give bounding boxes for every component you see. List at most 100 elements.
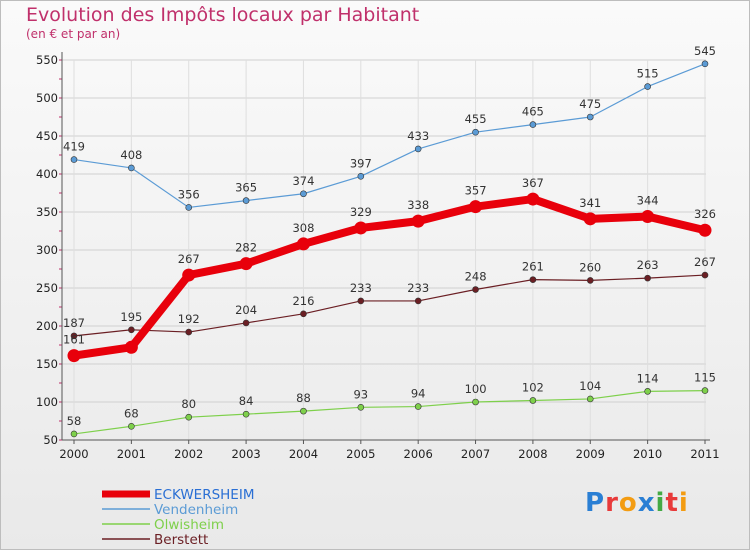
data-point: [644, 83, 651, 90]
data-point: [128, 326, 135, 334]
data-point: [529, 276, 537, 283]
data-label: 341: [579, 196, 601, 210]
data-point: [354, 221, 368, 235]
y-tick-label: 150: [36, 357, 58, 371]
data-point: [124, 340, 138, 354]
series-line-olwisheim: [73, 390, 706, 435]
proxiti-logo: Proxiti: [585, 488, 689, 518]
data-label: 80: [181, 397, 196, 411]
data-point: [185, 204, 193, 211]
data-label: 93: [353, 387, 368, 401]
chart-title: Evolution des Impôts locaux par Habitant: [26, 4, 420, 26]
data-point: [701, 60, 709, 68]
data-point: [300, 310, 307, 318]
data-label: 308: [292, 221, 314, 235]
data-point: [67, 349, 81, 363]
data-point: [469, 200, 483, 214]
data-point: [644, 388, 651, 395]
data-label: 233: [350, 281, 372, 295]
x-tick-label: 2003: [231, 447, 260, 461]
chart-subtitle: (en € et par an): [26, 27, 121, 41]
data-label: 100: [465, 382, 487, 396]
data-point: [701, 387, 709, 394]
data-label: 282: [235, 241, 257, 255]
x-tick-label: 2006: [404, 447, 433, 461]
data-point: [701, 271, 709, 279]
y-tick-label: 400: [36, 167, 58, 181]
data-label: 192: [178, 312, 200, 326]
data-label: 397: [350, 156, 372, 170]
data-label: 161: [63, 333, 85, 347]
data-label: 68: [124, 406, 139, 420]
logo-letter: i: [655, 488, 666, 518]
data-label: 367: [522, 176, 544, 190]
data-label: 408: [120, 148, 142, 162]
data-point: [300, 407, 307, 415]
data-label: 374: [292, 174, 314, 188]
data-point: [414, 403, 422, 410]
data-label: 115: [694, 371, 716, 385]
series-line-berstett: [73, 274, 706, 337]
data-label: 329: [350, 205, 372, 219]
series-line-vendenheim: [73, 63, 706, 209]
data-point: [698, 223, 712, 237]
data-label: 455: [465, 112, 487, 126]
legend-label: ECKWERSHEIM: [154, 487, 254, 503]
data-point: [242, 410, 250, 418]
data-point: [242, 319, 250, 327]
data-label: 263: [637, 258, 659, 272]
data-label: 260: [579, 260, 601, 274]
series-line-eckwersheim: [70, 195, 709, 360]
data-label: 356: [178, 187, 200, 201]
data-label: 267: [694, 255, 716, 269]
x-tick-label: 2004: [289, 447, 318, 461]
data-point: [414, 145, 422, 153]
data-label: 195: [120, 310, 142, 324]
y-tick-label: 300: [36, 243, 58, 257]
data-point: [296, 237, 310, 251]
y-tick-label: 500: [36, 91, 58, 105]
data-point: [414, 297, 422, 305]
data-point: [128, 164, 135, 172]
data-label: 84: [239, 394, 254, 408]
data-label: 94: [411, 387, 426, 401]
x-tick-label: 2011: [690, 447, 719, 461]
x-tick-label: 2000: [59, 447, 88, 461]
logo-letter: P: [585, 488, 606, 518]
data-label: 344: [637, 194, 659, 208]
y-tick-label: 100: [36, 395, 58, 409]
logo-letter: t: [665, 488, 679, 518]
legend-label: Berstett: [154, 532, 208, 548]
data-point: [128, 423, 135, 430]
logo-letter: r: [605, 488, 619, 518]
data-label: 545: [694, 44, 716, 58]
data-point: [411, 214, 425, 228]
data-point: [239, 257, 253, 271]
data-point: [70, 430, 78, 438]
data-point: [586, 277, 594, 284]
data-point: [586, 395, 594, 403]
data-point: [472, 398, 479, 406]
y-tick-label: 250: [36, 281, 58, 295]
data-label: 515: [637, 67, 659, 81]
legend-label: Olwisheim: [154, 517, 224, 533]
data-label: 475: [579, 97, 601, 111]
data-point: [644, 274, 651, 282]
data-point: [242, 197, 250, 204]
data-point: [472, 286, 479, 293]
logo-letter: x: [637, 488, 656, 518]
data-label: 365: [235, 181, 257, 195]
data-point: [472, 128, 479, 136]
data-label: 338: [407, 198, 429, 212]
data-label: 433: [407, 129, 429, 143]
x-tick-label: 2005: [346, 447, 375, 461]
x-tick-label: 2008: [518, 447, 547, 461]
data-point: [586, 113, 594, 121]
data-label: 114: [637, 371, 659, 385]
data-label: 357: [465, 184, 487, 198]
x-tick-label: 2010: [633, 447, 662, 461]
logo-letter: i: [678, 488, 689, 518]
x-tick-label: 2009: [576, 447, 605, 461]
